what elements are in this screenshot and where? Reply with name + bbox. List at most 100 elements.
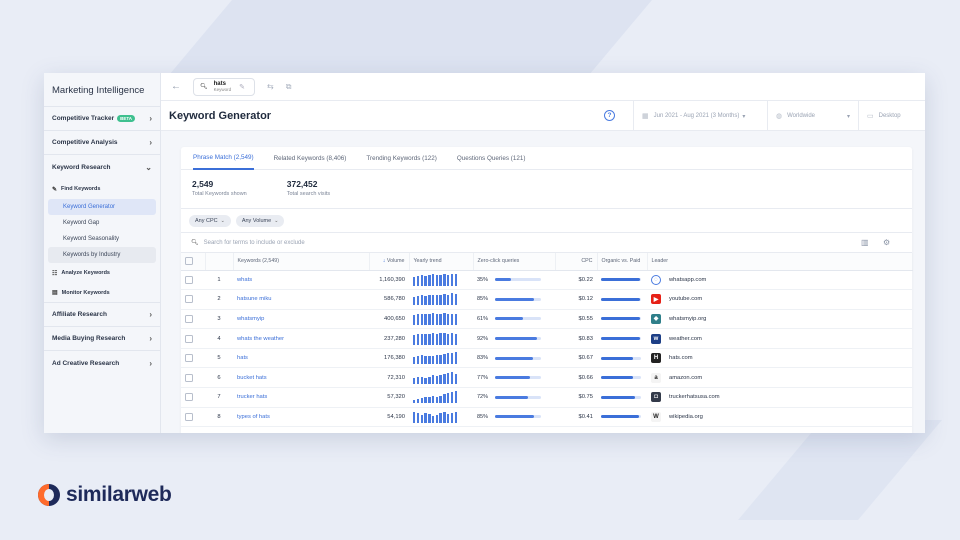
- excel-export-icon[interactable]: ▥: [861, 238, 869, 247]
- column-header-zero-click[interactable]: Zero-click queries: [473, 253, 556, 271]
- sidebar-group-label: Monitor Keywords: [61, 289, 110, 296]
- main-content: ← 🔍︎ hats Keyword ✎ ⇆ ⧉ Keyword Generato…: [161, 73, 925, 433]
- row-checkbox[interactable]: [185, 412, 193, 421]
- leader-domain[interactable]: truckerhatsusa.com: [669, 394, 720, 401]
- keyword-search-placeholder: Search for terms to include or exclude: [203, 239, 305, 246]
- trend-bar: [439, 294, 442, 306]
- row-index: 5: [205, 348, 233, 369]
- keyword-link[interactable]: hatsune miku: [233, 289, 369, 310]
- row-select-cell: [181, 309, 205, 330]
- row-checkbox[interactable]: [185, 393, 193, 402]
- search-chip[interactable]: 🔍︎ hats Keyword ✎: [193, 77, 255, 96]
- row-checkbox[interactable]: [185, 314, 193, 323]
- column-header-volume[interactable]: ↓ Volume: [369, 253, 410, 271]
- sidebar-item-ad-creative-research[interactable]: Ad Creative Research ›: [44, 351, 160, 375]
- pencil-icon: ✎: [52, 186, 58, 193]
- table-row[interactable]: 1 whats 1,160,390 35% $0.22 ◌ whatsapp.com: [181, 270, 912, 291]
- edit-icon[interactable]: ✎: [239, 83, 246, 91]
- cpc-value: $0.66: [555, 367, 597, 389]
- help-icon[interactable]: ?: [604, 110, 615, 121]
- tab-trending-keywords[interactable]: Trending Keywords (122): [366, 155, 437, 162]
- sidebar-title: Marketing Intelligence: [44, 73, 160, 107]
- compare-icon[interactable]: ⇆: [267, 82, 274, 91]
- trend-bar: [435, 375, 439, 384]
- leader-domain[interactable]: wikipedia.org: [669, 413, 703, 420]
- sidebar-item-keyword-gap[interactable]: Keyword Gap: [63, 220, 100, 226]
- sidebar-group-monitor-keywords[interactable]: ▤ Monitor Keywords: [44, 283, 160, 303]
- keyword-link[interactable]: trucker hats: [233, 387, 369, 408]
- leader-domain[interactable]: hats.com: [669, 355, 693, 362]
- table-row[interactable]: 4 whats the weather 237,280 92% $0.83 w weathe…: [181, 328, 912, 349]
- table-row[interactable]: 7 trucker hats 57,320 72% $0.75 ◘ truckerhatsu…: [181, 387, 912, 408]
- column-header-cpc[interactable]: CPC: [555, 253, 598, 271]
- device-selector[interactable]: ▭ Desktop: [858, 101, 925, 131]
- table-row[interactable]: 3 whatsmyip 400,650 61% $0.55 ◆ whatsmyip.org: [181, 309, 912, 330]
- leader-domain[interactable]: whatsmyip.org: [669, 315, 707, 322]
- leader-domain[interactable]: weather.com: [669, 335, 702, 342]
- row-index: 1: [205, 270, 233, 291]
- tab-related-keywords[interactable]: Related Keywords (8,406): [273, 155, 347, 162]
- select-all-checkbox[interactable]: [185, 257, 193, 266]
- external-link-icon[interactable]: ⧉: [285, 81, 292, 91]
- zero-click-percent: 85%: [477, 296, 489, 303]
- country-selector[interactable]: ◍ Worldwide ▾: [767, 101, 858, 131]
- trend-bar: [428, 413, 431, 423]
- zero-click-cell: 72%: [473, 387, 555, 408]
- sidebar-item-competitive-analysis[interactable]: Competitive Analysis ›: [44, 131, 160, 155]
- sidebar-item-competitive-tracker[interactable]: Competitive Tracker BETA ›: [44, 107, 160, 131]
- similarweb-logo-icon: [38, 484, 60, 506]
- results-panel: Phrase Match (2,549) Related Keywords (8…: [181, 147, 913, 433]
- trend-cell: [409, 309, 473, 330]
- row-checkbox[interactable]: [185, 295, 193, 304]
- keyword-link[interactable]: whats: [233, 270, 369, 291]
- row-select-cell: [181, 367, 205, 389]
- sidebar-item-keyword-research[interactable]: Keyword Research ⌄: [44, 155, 160, 179]
- leader-domain[interactable]: youtube.com: [669, 296, 703, 303]
- row-checkbox[interactable]: [185, 275, 193, 284]
- sidebar-item-keyword-generator[interactable]: Keyword Generator: [48, 199, 156, 215]
- sidebar-item-keywords-by-industry[interactable]: Keywords by Industry: [48, 247, 156, 263]
- keyword-search[interactable]: 🔍︎ Search for terms to include or exclud…: [181, 233, 912, 253]
- keyword-link[interactable]: types of hats: [233, 407, 369, 428]
- row-checkbox[interactable]: [185, 354, 193, 363]
- sidebar-group-analyze-keywords[interactable]: ☷ Analyze Keywords: [44, 263, 160, 283]
- column-header-leader[interactable]: Leader: [647, 253, 913, 271]
- date-range-picker[interactable]: ▦ Jun 2021 - Aug 2021 (3 Months) ▾: [633, 101, 767, 131]
- back-arrow-icon[interactable]: ←: [171, 81, 181, 92]
- row-checkbox[interactable]: [185, 373, 193, 382]
- sidebar-item-affiliate-research[interactable]: Affiliate Research ›: [44, 303, 160, 327]
- column-header-trend[interactable]: Yearly trend: [409, 253, 474, 271]
- tab-questions-queries[interactable]: Questions Queries (121): [456, 155, 526, 162]
- keyword-link[interactable]: whats the weather: [233, 328, 369, 349]
- trend-bar: [454, 294, 457, 306]
- keyword-link[interactable]: hats: [233, 348, 369, 369]
- sidebar-item-media-buying-research[interactable]: Media Buying Research ›: [44, 327, 160, 351]
- table-row[interactable]: 2 hatsune miku 586,780 85% $0.12 ▶ youtube.com: [181, 289, 912, 310]
- column-header-organic-paid[interactable]: Organic vs. Paid: [597, 253, 648, 271]
- column-header-keywords[interactable]: Keywords (2,549): [233, 253, 370, 271]
- table-row[interactable]: 6 bucket hats 72,310 77% $0.66 a amazon.com: [181, 367, 912, 389]
- leader-domain[interactable]: amazon.com: [669, 374, 703, 381]
- keyword-link[interactable]: bucket hats: [233, 367, 369, 389]
- leader-domain[interactable]: whatsapp.com: [669, 276, 707, 283]
- yearly-trend-sparkline: [413, 273, 473, 286]
- row-checkbox[interactable]: [185, 334, 193, 343]
- organic-paid-cell: [597, 348, 647, 369]
- volume-value: 586,780: [369, 289, 409, 310]
- sidebar-item-keyword-seasonality[interactable]: Keyword Seasonality: [63, 236, 120, 242]
- chevron-right-icon: ›: [149, 138, 152, 147]
- trend-bar: [431, 312, 435, 325]
- trend-bar: [416, 355, 420, 365]
- column-settings-icon[interactable]: ⚙: [883, 238, 891, 247]
- sidebar-group-find-keywords[interactable]: ✎ Find Keywords: [44, 179, 160, 199]
- filter-cpc[interactable]: Any CPC ⌄: [189, 214, 231, 227]
- index-header: [205, 253, 234, 271]
- zero-click-bar-fill: [495, 376, 531, 380]
- filter-volume[interactable]: Any Volume ⌄: [235, 214, 285, 227]
- keyword-link[interactable]: whatsmyip: [233, 309, 369, 330]
- trend-bar: [424, 412, 427, 423]
- tab-phrase-match[interactable]: Phrase Match (2,549): [193, 147, 254, 170]
